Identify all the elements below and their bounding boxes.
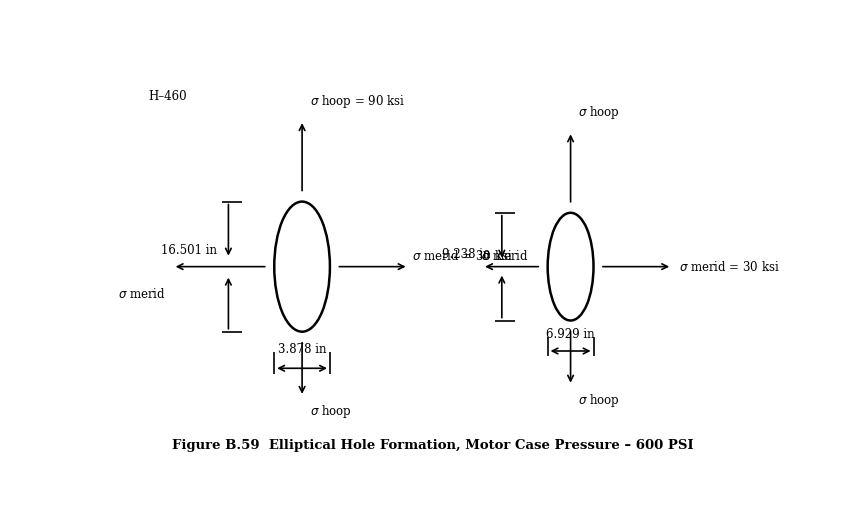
Text: 3.878 in: 3.878 in bbox=[278, 343, 326, 356]
Text: $\sigma$ hoop: $\sigma$ hoop bbox=[578, 392, 619, 409]
Text: 9.238 in: 9.238 in bbox=[441, 248, 490, 261]
Text: $\sigma$ merid: $\sigma$ merid bbox=[480, 249, 528, 262]
Text: 16.501 in: 16.501 in bbox=[161, 244, 217, 257]
Text: $\sigma$ hoop: $\sigma$ hoop bbox=[578, 105, 619, 121]
Text: $\sigma$ hoop = 90 ksi: $\sigma$ hoop = 90 ksi bbox=[310, 93, 404, 110]
Text: H–460: H–460 bbox=[148, 90, 187, 103]
Text: 6.929 in: 6.929 in bbox=[545, 328, 594, 341]
Text: $\sigma$ merid = 30 ksi: $\sigma$ merid = 30 ksi bbox=[411, 249, 512, 262]
Text: $\sigma$ merid = 30 ksi: $\sigma$ merid = 30 ksi bbox=[678, 260, 778, 274]
Text: Figure B.59  Elliptical Hole Formation, Motor Case Pressure – 600 PSI: Figure B.59 Elliptical Hole Formation, M… bbox=[172, 439, 693, 451]
Text: $\sigma$ hoop: $\sigma$ hoop bbox=[310, 403, 351, 420]
Text: $\sigma$ merid: $\sigma$ merid bbox=[118, 287, 166, 301]
